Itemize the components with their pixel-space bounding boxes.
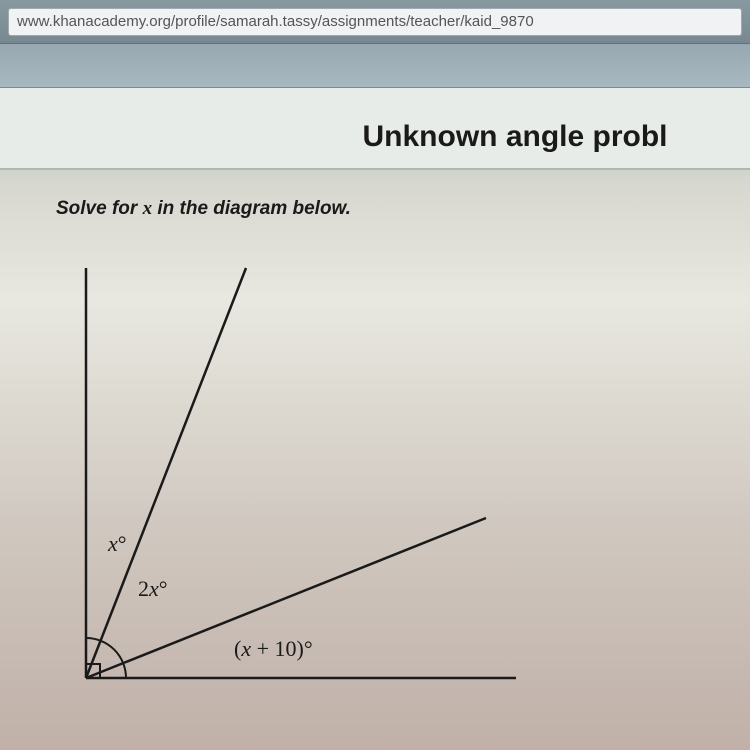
browser-url-bar: www.khanacademy.org/profile/samarah.tass… (0, 0, 750, 44)
prompt-text-post: in the diagram below. (152, 198, 351, 219)
url-input[interactable]: www.khanacademy.org/profile/samarah.tass… (8, 8, 742, 36)
angle-diagram: x° 2x° (x + 10)° (56, 248, 556, 708)
exercise-content: Solve for x in the diagram below. x° 2x°… (0, 170, 750, 708)
page-header: Unknown angle probl (0, 88, 750, 170)
angle-label-2x: 2x° (138, 576, 168, 602)
angle-label-x-plus-10: (x + 10)° (234, 636, 313, 662)
browser-tab-strip (0, 44, 750, 88)
exercise-prompt: Solve for x in the diagram below. (56, 198, 694, 220)
angle-label-x: x° (108, 531, 127, 557)
url-text: www.khanacademy.org/profile/samarah.tass… (17, 13, 534, 30)
prompt-variable: x (143, 198, 153, 219)
page-title: Unknown angle probl (83, 120, 668, 154)
prompt-text-pre: Solve for (56, 198, 143, 219)
